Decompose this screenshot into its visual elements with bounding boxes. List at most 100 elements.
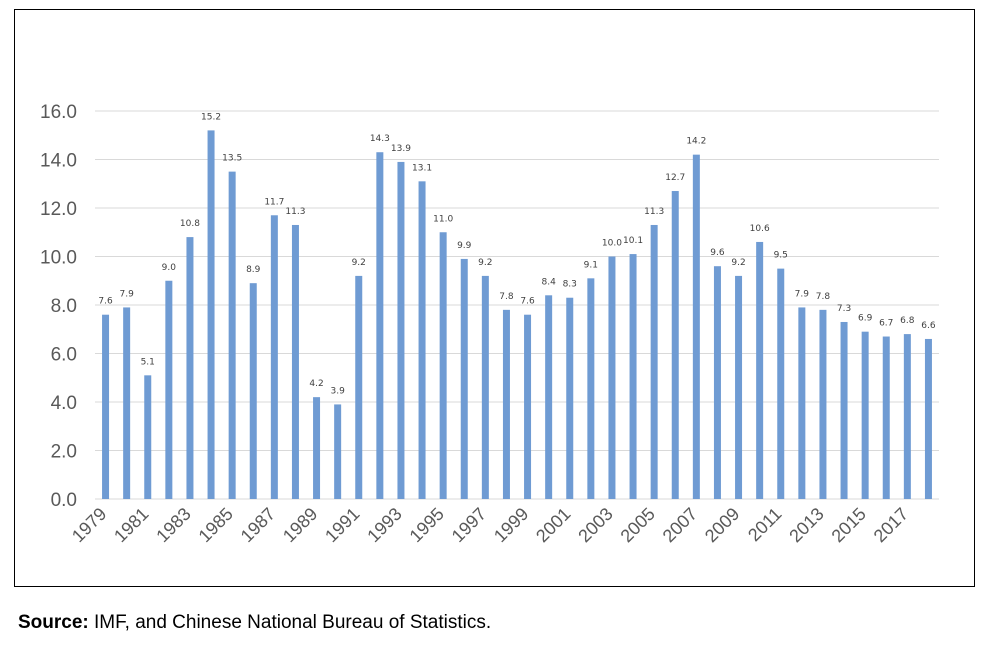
x-tick-label: 1995 (406, 504, 448, 546)
data-label: 10.1 (623, 236, 643, 246)
data-label: 4.2 (309, 379, 323, 389)
bar (334, 404, 342, 499)
bar (566, 297, 574, 499)
bar (840, 321, 848, 499)
x-tick-label: 1999 (490, 504, 532, 546)
x-tick-label: 1997 (448, 504, 490, 546)
y-tick-label: 2.0 (51, 442, 77, 463)
data-label: 9.2 (478, 258, 492, 268)
data-label: 8.3 (563, 280, 577, 290)
chart-frame: 0.0 2.0 4.0 6.0 8.0 10.0 12.0 14.0 16.0 7.6 1979 7.… (14, 9, 975, 587)
bar (798, 307, 806, 499)
source-label: Source: (18, 612, 89, 633)
data-label: 7.6 (98, 297, 113, 307)
x-tick-label: 2017 (870, 504, 912, 546)
bar (671, 191, 679, 499)
bar (376, 152, 384, 499)
data-label: 6.9 (858, 314, 873, 324)
bar (819, 309, 827, 499)
bar (587, 278, 595, 499)
bar-chart: 0.02.04.06.08.010.012.014.016.07.619797.… (40, 102, 939, 546)
data-label: 6.6 (921, 321, 936, 331)
bar (460, 258, 468, 499)
data-label: 14.3 (370, 134, 390, 144)
bar (102, 314, 110, 499)
data-label: 9.9 (457, 241, 472, 251)
bar (650, 224, 658, 499)
bar (524, 314, 532, 499)
data-label: 9.2 (731, 258, 745, 268)
data-label: 7.9 (119, 289, 134, 299)
data-label: 7.8 (499, 292, 514, 302)
x-tick-label: 1989 (279, 504, 321, 546)
bar (861, 331, 869, 499)
bar (228, 171, 236, 499)
data-label: 9.5 (774, 251, 788, 261)
data-label: 10.8 (180, 219, 200, 229)
bar (481, 275, 489, 499)
data-label: 5.1 (141, 357, 155, 367)
data-label: 11.3 (285, 207, 305, 217)
bar (186, 237, 194, 499)
data-label: 7.8 (816, 292, 831, 302)
bar (545, 295, 553, 499)
source-note: Source: IMF, and Chinese National Bureau… (18, 612, 491, 634)
x-tick-label: 1991 (321, 504, 363, 546)
bar (903, 334, 911, 499)
bar (291, 224, 299, 499)
data-label: 9.2 (352, 258, 366, 268)
y-tick-label: 12.0 (40, 199, 77, 220)
x-tick-label: 2005 (617, 504, 659, 546)
bar (735, 275, 743, 499)
y-tick-label: 14.0 (40, 151, 77, 172)
y-tick-label: 6.0 (51, 345, 77, 366)
bar (123, 307, 131, 499)
bar (777, 268, 785, 499)
x-tick-label: 1987 (237, 504, 279, 546)
bar (439, 232, 447, 499)
data-label: 10.0 (602, 239, 622, 249)
x-tick-label: 1993 (363, 504, 405, 546)
x-tick-label: 2015 (828, 504, 870, 546)
data-label: 6.8 (900, 316, 915, 326)
data-label: 3.9 (330, 386, 345, 396)
x-tick-label: 1983 (152, 504, 194, 546)
x-tick-label: 2009 (701, 504, 743, 546)
y-tick-label: 0.0 (51, 490, 77, 511)
source-text: IMF, and Chinese National Bureau of Stat… (88, 612, 492, 633)
bar (629, 254, 637, 499)
data-label: 9.0 (162, 263, 177, 273)
y-tick-label: 8.0 (51, 296, 77, 317)
x-tick-label: 2003 (574, 504, 616, 546)
bar (608, 256, 616, 499)
x-tick-label: 1985 (195, 504, 237, 546)
data-label: 10.6 (750, 224, 770, 234)
bar (418, 181, 426, 499)
data-label: 7.6 (520, 297, 535, 307)
bar (207, 130, 215, 499)
bar (924, 338, 932, 499)
data-label: 8.9 (246, 265, 261, 275)
y-tick-label: 4.0 (51, 393, 77, 414)
x-tick-label: 2001 (532, 504, 574, 546)
bar (165, 280, 173, 499)
data-label: 15.2 (201, 112, 221, 122)
data-label: 11.3 (644, 207, 664, 217)
bar (502, 309, 510, 499)
data-label: 6.7 (879, 319, 893, 329)
x-tick-label: 1981 (110, 504, 152, 546)
bar (882, 336, 890, 499)
x-tick-label: 2013 (785, 504, 827, 546)
data-label: 11.7 (264, 197, 284, 207)
x-tick-label: 2011 (744, 504, 786, 546)
data-label: 11.0 (433, 214, 453, 224)
data-label: 13.9 (391, 144, 411, 154)
x-tick-label: 2007 (659, 504, 701, 546)
data-label: 9.6 (710, 248, 725, 258)
data-label: 12.7 (665, 173, 685, 183)
data-label: 9.1 (584, 260, 598, 270)
bar (313, 397, 321, 499)
bar (355, 275, 363, 499)
bar (249, 283, 257, 499)
bar (692, 154, 700, 499)
